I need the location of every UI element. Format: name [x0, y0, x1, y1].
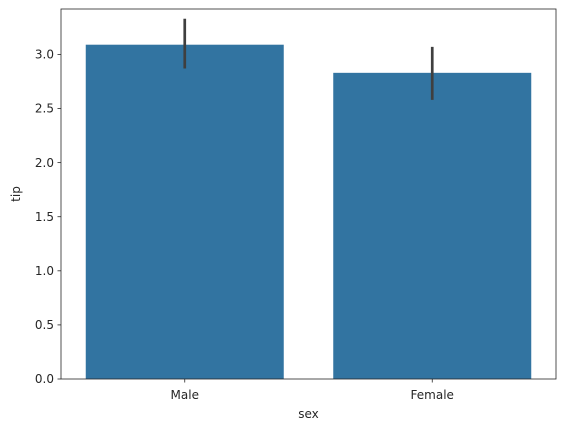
y-tick-label: 2.0 [35, 156, 54, 170]
x-tick-label-female: Female [411, 388, 454, 402]
plot-frame [60, 8, 557, 380]
y-axis: 0.0 0.5 1.0 1.5 2.0 2.5 3.0 [35, 48, 61, 386]
x-axis: Male Female [171, 379, 454, 402]
y-tick-label: 1.0 [35, 264, 54, 278]
y-tick-label: 1.5 [35, 210, 54, 224]
y-tick-label: 3.0 [35, 48, 54, 62]
bars-group [85, 44, 532, 380]
y-tick-label: 0.0 [35, 372, 54, 386]
y-tick-label: 2.5 [35, 102, 54, 116]
bar-female [333, 72, 532, 379]
x-tick-label-male: Male [171, 388, 199, 402]
x-axis-label: sex [298, 407, 319, 421]
y-tick-label: 0.5 [35, 318, 54, 332]
y-axis-label: tip [9, 186, 23, 202]
bar-male [85, 44, 284, 380]
error-bars-group [183, 18, 434, 100]
